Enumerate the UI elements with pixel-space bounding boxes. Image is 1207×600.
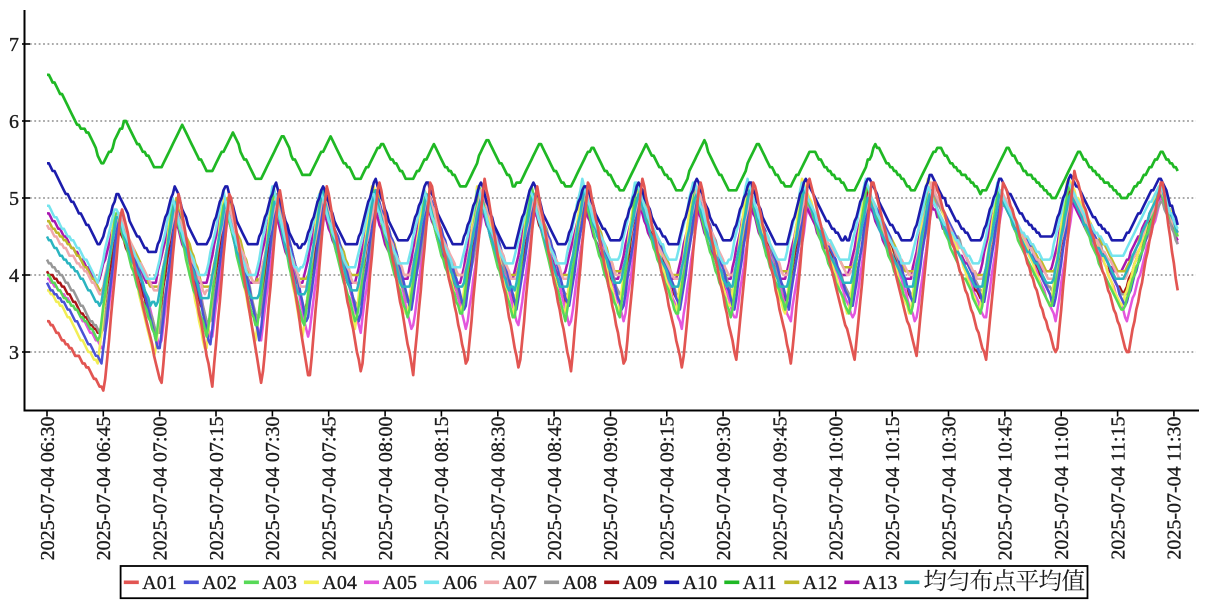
svg-text:2025-07-04 10:00: 2025-07-04 10:00 <box>826 417 848 561</box>
svg-text:2025-07-04 09:15: 2025-07-04 09:15 <box>657 417 679 561</box>
svg-text:2025-07-04 10:30: 2025-07-04 10:30 <box>938 417 960 561</box>
svg-text:2025-07-04 06:45: 2025-07-04 06:45 <box>93 417 115 561</box>
svg-text:2025-07-04 08:30: 2025-07-04 08:30 <box>488 417 510 561</box>
svg-text:2025-07-04 08:45: 2025-07-04 08:45 <box>544 417 566 561</box>
svg-text:2025-07-04 09:30: 2025-07-04 09:30 <box>713 417 735 561</box>
svg-text:4: 4 <box>9 265 19 287</box>
svg-text:A13: A13 <box>863 572 897 594</box>
svg-text:2025-07-04 07:15: 2025-07-04 07:15 <box>206 417 228 561</box>
svg-text:A09: A09 <box>623 572 657 594</box>
svg-text:2025-07-04 07:30: 2025-07-04 07:30 <box>262 417 284 561</box>
svg-text:3: 3 <box>9 342 19 364</box>
svg-text:2025-07-04 08:15: 2025-07-04 08:15 <box>431 417 453 561</box>
svg-text:2025-07-04 06:30: 2025-07-04 06:30 <box>37 417 59 561</box>
svg-text:A11: A11 <box>743 572 777 594</box>
svg-text:A05: A05 <box>383 572 417 594</box>
svg-text:A06: A06 <box>443 572 477 594</box>
svg-text:2025-07-04 09:00: 2025-07-04 09:00 <box>600 417 622 561</box>
svg-text:6: 6 <box>9 111 19 133</box>
svg-text:A10: A10 <box>683 572 717 594</box>
svg-text:2025-07-04 07:45: 2025-07-04 07:45 <box>319 417 341 561</box>
svg-text:A02: A02 <box>202 572 236 594</box>
svg-text:2025-07-04 11:00: 2025-07-04 11:00 <box>1051 417 1073 560</box>
svg-text:2025-07-04 10:15: 2025-07-04 10:15 <box>882 417 904 561</box>
svg-text:2025-07-04 07:00: 2025-07-04 07:00 <box>150 417 172 561</box>
svg-text:2025-07-04 09:45: 2025-07-04 09:45 <box>769 417 791 561</box>
svg-text:A01: A01 <box>142 572 176 594</box>
svg-text:2025-07-04 08:00: 2025-07-04 08:00 <box>375 417 397 561</box>
svg-text:2025-07-04 11:30: 2025-07-04 11:30 <box>1164 417 1186 560</box>
svg-text:A08: A08 <box>563 572 597 594</box>
svg-text:7: 7 <box>9 34 19 56</box>
svg-text:2025-07-04 10:45: 2025-07-04 10:45 <box>995 417 1017 561</box>
svg-text:A03: A03 <box>262 572 296 594</box>
svg-text:A04: A04 <box>322 572 356 594</box>
svg-text:A07: A07 <box>503 572 537 594</box>
svg-text:2025-07-04 11:15: 2025-07-04 11:15 <box>1107 417 1129 560</box>
svg-text:A12: A12 <box>803 572 837 594</box>
svg-text:5: 5 <box>9 188 19 210</box>
